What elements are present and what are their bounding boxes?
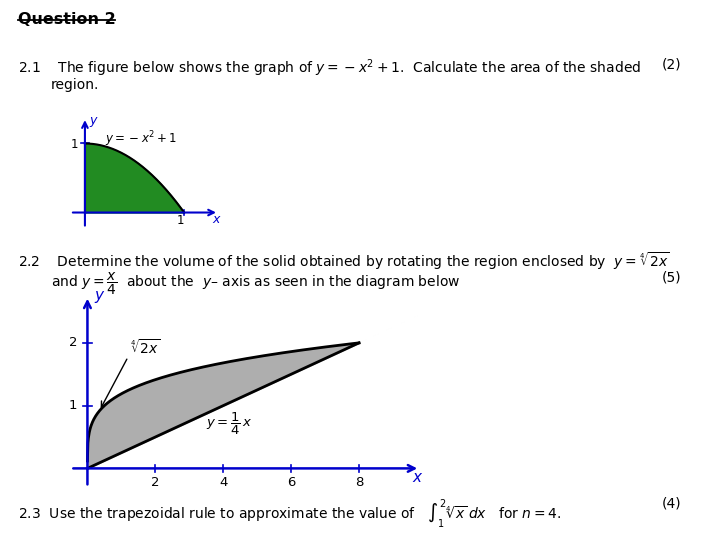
Text: $\sqrt[4]{2x}$: $\sqrt[4]{2x}$ xyxy=(130,338,160,357)
Text: and $y = \dfrac{x}{4}$  about the  $y$– axis as seen in the diagram below: and $y = \dfrac{x}{4}$ about the $y$– ax… xyxy=(51,271,460,297)
Text: 2: 2 xyxy=(69,336,78,350)
Text: 2.2    Determine the volume of the solid obtained by rotating the region enclose: 2.2 Determine the volume of the solid ob… xyxy=(18,251,669,272)
Text: $x$: $x$ xyxy=(412,470,423,485)
Text: 2.3  Use the trapezoidal rule to approximate the value of   $\int_{1}^{2} \sqrt[: 2.3 Use the trapezoidal rule to approxim… xyxy=(18,497,561,530)
Text: region.: region. xyxy=(51,78,100,92)
Text: 6: 6 xyxy=(287,476,295,489)
Text: 4: 4 xyxy=(219,476,227,489)
Text: Question 2: Question 2 xyxy=(18,12,115,27)
Text: $y$: $y$ xyxy=(93,289,105,305)
Text: (5): (5) xyxy=(662,271,681,285)
Text: 2: 2 xyxy=(151,476,160,489)
Text: 1: 1 xyxy=(71,138,78,151)
Text: $y = -x^2 +1$: $y = -x^2 +1$ xyxy=(104,130,176,149)
Text: 2.1    The figure below shows the graph of $y = -x^2 + 1$.  Calculate the area o: 2.1 The figure below shows the graph of … xyxy=(18,58,641,79)
Text: $y$: $y$ xyxy=(89,115,99,129)
Text: 8: 8 xyxy=(355,476,363,489)
Text: (2): (2) xyxy=(662,58,681,71)
Text: 1: 1 xyxy=(176,214,184,227)
Text: 1: 1 xyxy=(69,399,78,412)
Text: $x$: $x$ xyxy=(212,213,222,226)
Text: (4): (4) xyxy=(662,497,681,511)
Text: $y = \dfrac{1}{4}\,x$: $y = \dfrac{1}{4}\,x$ xyxy=(206,411,253,437)
